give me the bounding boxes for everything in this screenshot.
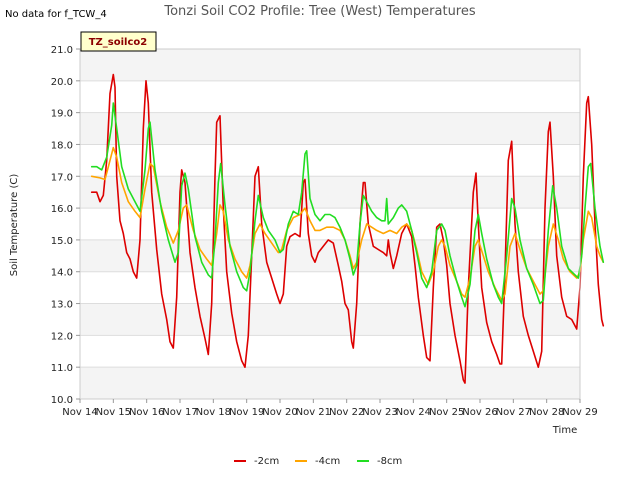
plot-band (80, 239, 580, 272)
plot-band (80, 176, 580, 209)
y-tick-label: 12.0 (51, 331, 73, 342)
badge-label: TZ_soilco2 (89, 37, 148, 48)
x-tick-label: Nov 14 (62, 407, 97, 418)
y-tick-label: 13.0 (51, 300, 73, 311)
x-tick-label: Nov 22 (329, 407, 364, 418)
x-tick-label: Nov 24 (396, 407, 431, 418)
x-tick-label: Nov 15 (96, 407, 131, 418)
x-tick-label: Nov 28 (529, 407, 564, 418)
plot-band (80, 112, 580, 145)
plot-background (80, 49, 580, 399)
y-tick-label: 19.0 (51, 109, 73, 120)
x-tick-label: Nov 18 (196, 407, 231, 418)
chart-title: Tonzi Soil CO2 Profile: Tree (West) Temp… (163, 4, 476, 19)
y-tick-label: 10.0 (51, 395, 73, 406)
y-tick-label: 14.0 (51, 268, 73, 279)
plot-frame (79, 48, 581, 400)
plot-band (80, 335, 580, 368)
series-line-1 (90, 146, 605, 302)
legend-label-2: -8cm (377, 456, 402, 467)
plot-band (80, 80, 580, 113)
plot-band (80, 144, 580, 177)
x-tick-label: Nov 29 (562, 407, 597, 418)
y-tick-label: 20.0 (51, 77, 73, 88)
y-tick-label: 18.0 (51, 140, 73, 151)
legend: -2cm -4cm -8cm (234, 456, 402, 467)
x-tick-label: Nov 21 (296, 407, 331, 418)
x-tick-label: Nov 23 (362, 407, 397, 418)
y-axis: 10.0 11.0 12.0 13.0 14.0 15.0 16.0 17.0 18.0 19.0… (51, 45, 80, 406)
y-tick-label: 16.0 (51, 204, 73, 215)
badge-box (80, 31, 157, 52)
y-tick-label: 15.0 (51, 236, 73, 247)
no-data-note: No data for f_TCW_4 (5, 9, 107, 20)
y-tick-label: 21.0 (51, 45, 73, 56)
plot-band (80, 49, 580, 81)
x-axis-title: Time (552, 425, 577, 436)
x-tick-label: Nov 19 (229, 407, 264, 418)
y-axis-title: Soil Temperature (C) (9, 174, 20, 277)
x-tick-label: Nov 27 (496, 407, 531, 418)
x-tick-label: Nov 25 (429, 407, 464, 418)
series-line-2 (90, 102, 605, 308)
dataset-badge: TZ_soilco2 (80, 31, 157, 52)
legend-label-1: -4cm (315, 456, 340, 467)
plot-band (80, 367, 580, 399)
y-tick-label: 17.0 (51, 172, 73, 183)
series-lines (90, 73, 605, 384)
x-tick-label: Nov 26 (462, 407, 497, 418)
series-line-0 (90, 73, 605, 384)
x-tick-label: Nov 20 (262, 407, 297, 418)
y-tick-label: 11.0 (51, 363, 73, 374)
x-tick-label: Nov 17 (162, 407, 197, 418)
x-tick-label: Nov 16 (129, 407, 164, 418)
legend-label-0: -2cm (254, 456, 279, 467)
plot-band (80, 303, 580, 336)
